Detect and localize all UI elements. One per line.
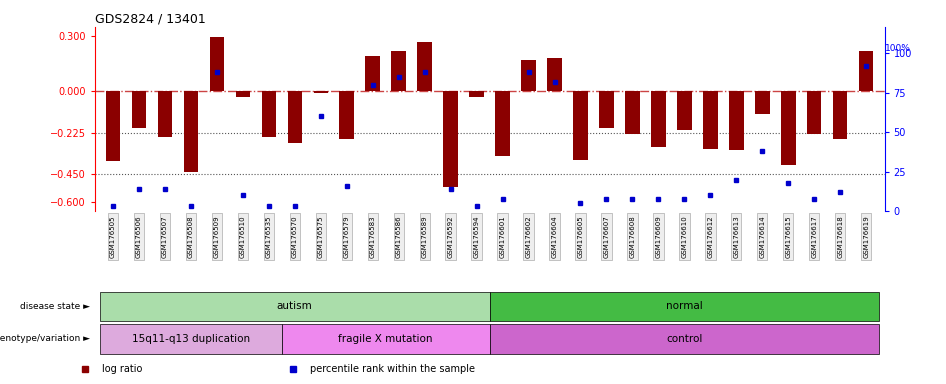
Bar [99,324,282,354]
Text: GSM176594: GSM176594 [474,215,480,258]
Bar [755,91,769,114]
Bar [392,51,406,91]
Text: percentile rank within the sample: percentile rank within the sample [310,364,475,374]
Text: GSM176618: GSM176618 [837,215,843,258]
Bar [99,291,490,321]
Bar [184,91,198,172]
Text: GSM176610: GSM176610 [681,215,688,258]
Text: GDS2824 / 13401: GDS2824 / 13401 [95,13,205,26]
Text: control: control [666,334,703,344]
Text: GSM176604: GSM176604 [552,215,557,258]
Bar [313,91,328,93]
Bar [833,91,848,139]
Text: genotype/variation ►: genotype/variation ► [0,334,90,343]
Bar [444,91,458,187]
Bar [677,91,692,130]
Bar [807,91,821,134]
Bar [282,324,490,354]
Text: fragile X mutation: fragile X mutation [339,334,433,344]
Text: normal: normal [666,301,703,311]
Bar [490,291,880,321]
Text: GSM176575: GSM176575 [318,215,324,258]
Text: GSM176583: GSM176583 [370,215,376,258]
Bar [521,60,535,91]
Bar [651,91,666,147]
Text: GSM176617: GSM176617 [812,215,817,258]
Text: GSM176605: GSM176605 [577,215,584,258]
Bar [781,91,796,165]
Bar [496,91,510,156]
Text: GSM176507: GSM176507 [162,215,167,258]
Bar [573,91,587,160]
Bar [859,51,873,91]
Text: disease state ►: disease state ► [20,302,90,311]
Text: GSM176607: GSM176607 [604,215,609,258]
Bar [288,91,302,143]
Bar [236,91,250,97]
Text: GSM176535: GSM176535 [266,215,272,258]
Bar [131,91,146,128]
Text: GSM176589: GSM176589 [422,215,428,258]
Bar [340,91,354,139]
Text: GSM176609: GSM176609 [656,215,661,258]
Text: GSM176586: GSM176586 [395,215,402,258]
Text: GSM176508: GSM176508 [187,215,194,258]
Text: GSM176506: GSM176506 [136,215,142,258]
Text: GSM176615: GSM176615 [785,215,792,258]
Bar [261,91,276,137]
Bar [365,56,379,91]
Bar [600,91,614,128]
Text: 100%: 100% [885,44,910,53]
Text: GSM176619: GSM176619 [864,215,869,258]
Bar [729,91,744,151]
Bar [490,324,880,354]
Text: GSM176613: GSM176613 [733,215,740,258]
Bar [417,41,431,91]
Bar [703,91,718,149]
Bar [625,91,639,134]
Bar [548,58,562,91]
Text: 15q11-q13 duplication: 15q11-q13 duplication [131,334,250,344]
Text: GSM176592: GSM176592 [447,215,453,258]
Text: GSM176608: GSM176608 [629,215,636,258]
Bar [158,91,172,137]
Text: GSM176612: GSM176612 [708,215,713,258]
Text: GSM176505: GSM176505 [110,215,115,258]
Text: GSM176579: GSM176579 [343,215,350,258]
Text: GSM176602: GSM176602 [526,215,532,258]
Text: GSM176614: GSM176614 [760,215,765,258]
Bar [210,37,224,91]
Bar [106,91,120,161]
Text: GSM176601: GSM176601 [499,215,505,258]
Text: log ratio: log ratio [102,364,143,374]
Text: autism: autism [277,301,312,311]
Text: GSM176509: GSM176509 [214,215,219,258]
Text: GSM176570: GSM176570 [291,215,298,258]
Bar [469,91,483,97]
Text: GSM176510: GSM176510 [239,215,246,258]
